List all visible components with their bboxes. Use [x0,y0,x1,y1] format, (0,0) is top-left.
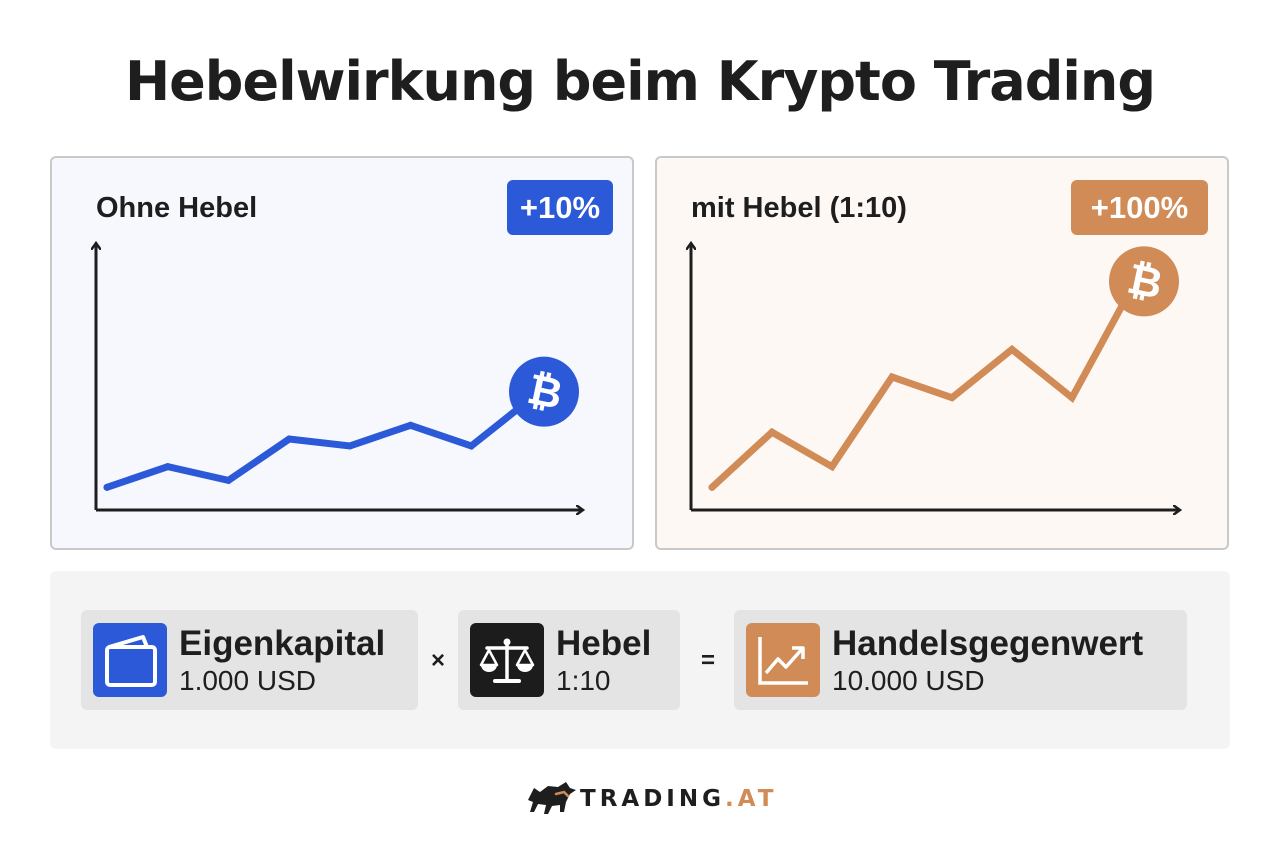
bitcoin-icon: ₿ [509,356,579,427]
leverage-card: Hebel 1:10 [458,610,680,710]
data-point [407,421,415,429]
leverage-equation: Eigenkapital 1.000 USD × Hebel 1:10 = [50,571,1230,749]
series-line [103,394,536,491]
panel-label: mit Hebel (1:10) [691,192,907,224]
trading-at-logo: TRADING.AT [526,778,773,822]
trend-chart-icon [746,623,820,697]
series-line [708,283,1136,491]
scale-icon [470,623,544,697]
chart-panel-with-leverage: mit Hebel (1:10) +100% ₿ [655,156,1229,550]
data-point [467,442,475,450]
trade-value-value: 10.000 USD [832,665,985,696]
equals-operator: = [700,647,715,674]
data-point [768,428,776,436]
trade-value-label: Handelsgegenwert [832,624,1144,663]
multiply-operator: × [430,647,445,674]
data-point [828,463,836,471]
wallet-icon [93,623,167,697]
leverage-label: Hebel [556,624,652,663]
data-point [1068,394,1076,402]
data-point [285,435,293,443]
data-point [1008,345,1016,353]
chart-panel-without-leverage: Ohne Hebel +10% ₿ [50,156,634,550]
data-point [224,476,232,484]
data-point [708,483,716,491]
line-chart: ₿ [657,158,1231,552]
page-title: Hebelwirkung beim Krypto Trading [124,50,1156,113]
equity-card: Eigenkapital 1.000 USD [81,610,418,710]
equity-value: 1.000 USD [179,665,316,696]
data-point [103,483,111,491]
line-chart: ₿ [52,158,636,552]
leverage-value: 1:10 [556,665,611,696]
gain-badge: +100% [1071,180,1208,235]
logo-tld: .AT [724,786,778,812]
gain-badge: +10% [507,180,613,235]
data-point [948,394,956,402]
equity-label: Eigenkapital [179,624,386,663]
bull-icon [528,782,576,814]
data-point [164,463,172,471]
logo-text: TRADING [580,786,725,812]
data-point [888,373,896,381]
trade-value-card: Handelsgegenwert 10.000 USD [734,610,1187,710]
bitcoin-icon: ₿ [1109,246,1179,317]
panel-label: Ohne Hebel [96,192,258,224]
data-point [346,442,354,450]
